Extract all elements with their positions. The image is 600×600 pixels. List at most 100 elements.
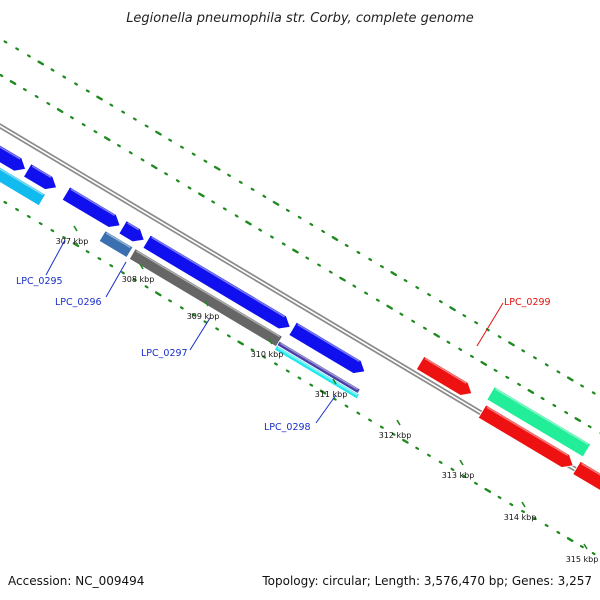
- gc-dot: [175, 179, 180, 183]
- gc-dot: [38, 222, 43, 226]
- tick-mark: [396, 419, 401, 426]
- gc-dot: [470, 354, 474, 358]
- gc-dot: [591, 391, 596, 395]
- gc-dot: [497, 495, 502, 499]
- tick-mark: [139, 263, 144, 270]
- gene-label-lpc-0299: LPC_0299: [504, 297, 551, 308]
- gc-dot: [411, 319, 416, 323]
- cds-3: [61, 186, 121, 228]
- gc-dot: [226, 334, 231, 338]
- gc-dot: [391, 432, 396, 436]
- gc-dot: [191, 152, 196, 156]
- gc-dot: [521, 509, 526, 514]
- gc-dot: [328, 270, 333, 274]
- cds-lpc-0296: [142, 234, 291, 330]
- gc-dot: [544, 523, 549, 528]
- gene-label-lpc-0297: LPC_0297: [141, 348, 188, 359]
- gc-dot: [423, 326, 427, 330]
- gc-dot: [540, 396, 545, 401]
- gc-dot: [521, 349, 526, 353]
- cds-red-3-highlight: [581, 462, 600, 476]
- gc-dot: [262, 194, 267, 198]
- cds-cyan-highlight: [277, 347, 358, 396]
- cds-gray-highlight: [136, 250, 281, 338]
- gc-dot-tracks: [0, 40, 600, 556]
- gc-dot: [344, 404, 349, 408]
- tick-label: 310 kbp: [251, 350, 284, 359]
- gc-dot: [292, 248, 299, 254]
- gc-dot: [215, 327, 220, 331]
- cds-steel: [98, 230, 134, 259]
- gc-dot: [121, 110, 126, 114]
- gc-dot: [15, 47, 20, 51]
- accession-text: Accession: NC_009494: [8, 574, 144, 588]
- gc-dot: [50, 68, 55, 72]
- cds-lpc-0295: [118, 220, 145, 243]
- gc-dot: [15, 207, 19, 212]
- gc-dot: [132, 278, 137, 282]
- gc-dot: [402, 438, 409, 444]
- tick-label: 307 kbp: [56, 237, 89, 246]
- gc-dot: [155, 130, 162, 136]
- gc-dot: [144, 285, 149, 289]
- gc-dot: [154, 291, 162, 297]
- gc-dot: [234, 214, 239, 218]
- tick-mark: [459, 459, 464, 466]
- gc-dot: [211, 200, 216, 204]
- gc-dot: [497, 335, 502, 339]
- gc-dot: [415, 286, 420, 290]
- gc-dot: [50, 229, 55, 233]
- cds-green-highlight: [495, 388, 589, 446]
- gc-dot: [250, 187, 255, 191]
- gc-dot: [317, 263, 321, 267]
- gc-dot: [356, 250, 361, 255]
- gc-dot: [493, 368, 498, 372]
- gc-dot: [509, 502, 514, 507]
- gc-dot: [285, 208, 290, 212]
- gc-dot: [399, 312, 404, 316]
- genome-summary-text: Topology: circular; Length: 3,576,470 bp…: [261, 574, 592, 588]
- cds-lpc-0296-highlight: [151, 236, 286, 318]
- gc-dot: [380, 264, 384, 269]
- map-title: Legionella pneumophila str. Corby, compl…: [126, 11, 474, 26]
- gc-dot: [203, 320, 208, 324]
- tick-label: 314 kbp: [504, 513, 537, 522]
- gc-dot: [109, 103, 114, 107]
- gc-dot: [462, 474, 467, 478]
- cds-lpc-0295-highlight: [127, 222, 140, 231]
- gc-dot: [527, 389, 535, 394]
- gc-dot: [272, 200, 280, 206]
- gc-dot: [375, 298, 380, 302]
- gc-dot: [213, 165, 221, 171]
- gc-dot: [180, 145, 184, 149]
- tick-mark: [268, 338, 273, 345]
- gc-dot: [517, 382, 522, 387]
- gc-dot: [69, 115, 74, 120]
- tick-label: 309 kbp: [187, 312, 220, 321]
- gc-dot: [438, 460, 443, 464]
- gc-dot: [109, 264, 114, 268]
- gc-dot: [34, 94, 39, 99]
- cds-purple-highlight: [280, 342, 359, 391]
- gc-dot: [368, 257, 373, 262]
- gc-dot: [332, 397, 337, 401]
- gc-dot: [480, 360, 488, 366]
- gc-dot: [364, 291, 369, 295]
- gc-dot: [331, 235, 339, 242]
- tick-label: 313 kbp: [442, 471, 475, 480]
- tick-label: 308 kbp: [122, 275, 155, 284]
- gc-dot: [37, 60, 45, 66]
- position-ticks: 307 kbp 308 kbp 309 kbp 310 kbp 311 kbp 312 k…: [56, 225, 598, 564]
- cds-1: [0, 144, 27, 172]
- tick-mark: [204, 300, 209, 307]
- gene-label-lpc-0296: LPC_0296: [55, 297, 102, 308]
- gc-dot: [427, 453, 431, 457]
- gc-dot: [164, 172, 168, 176]
- gc-dot: [26, 215, 31, 219]
- gc-dot: [433, 332, 440, 338]
- cds-lpc-0297-highlight: [297, 323, 360, 363]
- gc-dot: [27, 54, 31, 58]
- gc-dot: [281, 242, 286, 246]
- tick-label: 311 kbp: [315, 390, 348, 399]
